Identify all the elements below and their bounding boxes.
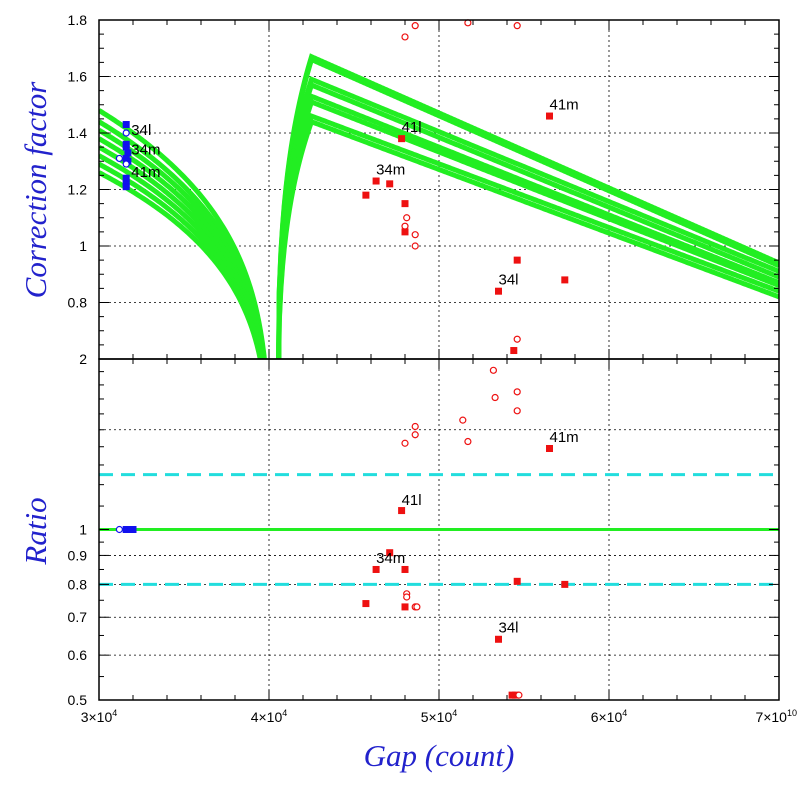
model-curve-right <box>276 56 779 359</box>
bottom-red-point-open <box>489 366 497 374</box>
model-curve-left <box>99 108 267 359</box>
bottom-annotation-label: 34m <box>376 550 405 567</box>
top-annotation-label: 34l <box>131 122 151 139</box>
top-y-tick-label: 1.4 <box>68 125 88 141</box>
top-blue-point-filled <box>122 143 130 151</box>
bottom-y-tick-label: 0.5 <box>68 692 88 708</box>
x-tick-label: 6×104 <box>591 708 628 725</box>
bottom-red-point-filled <box>401 603 409 611</box>
bottom-red-point-open <box>513 407 521 415</box>
bottom-red-point-open <box>459 416 467 424</box>
top-red-point-open <box>401 222 409 230</box>
top-red-point-open <box>411 231 419 239</box>
bottom-y-tick-label: 1 <box>79 522 87 538</box>
top-red-point-filled <box>561 276 569 284</box>
bottom-blue-point-filled <box>129 526 137 533</box>
top-blue-point-open <box>122 129 130 137</box>
top-blue-point-filled <box>122 183 130 191</box>
model-curve-right <box>276 81 779 359</box>
top-red-point-filled <box>362 191 370 199</box>
bottom-red-point-filled <box>386 549 394 557</box>
bottom-y-tick-label: 0.7 <box>68 609 88 625</box>
top-annotation-label: 34l <box>499 272 519 289</box>
bottom-red-point-filled <box>513 577 521 585</box>
bottom-annotation-label: 34l <box>499 620 519 637</box>
top-red-point-filled <box>401 228 409 236</box>
bottom-red-point-filled <box>495 635 502 643</box>
top-red-point-open <box>513 22 521 30</box>
top-blue-point-open <box>115 154 124 163</box>
bottom-red-point-open <box>403 593 411 601</box>
model-curve-left <box>99 144 265 359</box>
bottom-blue-point-open <box>115 525 124 534</box>
bottom-y-tick-label: 2 <box>79 351 87 367</box>
bottom-y-tick-label: 0.8 <box>68 576 88 592</box>
top-red-point-open <box>411 22 419 30</box>
bottom-annotation-label: 41l <box>402 492 422 509</box>
ratio-panel: 41m 41l 34m 34l 0.5 0.6 0.7 0.8 0.9 1 2 3×104 4×104 5… <box>68 351 797 725</box>
bottom-red-point-filled <box>546 444 553 452</box>
x-tick-label: 4×104 <box>251 708 288 725</box>
bottom-red-point-open <box>411 431 419 439</box>
top-red-point-open <box>403 214 411 222</box>
model-curve-right <box>276 112 779 359</box>
top-annotation-label: 41l <box>402 119 422 136</box>
top-y-tick-label: 1.2 <box>68 182 88 198</box>
top-blue-point-open <box>122 160 130 168</box>
top-blue-point-filled <box>124 149 132 157</box>
top-y-axis-label: Correction factor <box>18 81 53 299</box>
model-curve-right <box>276 75 779 359</box>
model-curve-left <box>99 153 265 359</box>
bottom-red-point-open <box>513 388 521 396</box>
x-axis-label: Gap (count) <box>364 738 515 773</box>
bottom-y-tick-label: 0.6 <box>68 647 88 663</box>
bottom-red-point-filled <box>362 600 370 608</box>
top-blue-point-filled <box>122 174 130 182</box>
bottom-red-point-filled <box>561 580 569 588</box>
bottom-red-point-open <box>491 393 499 402</box>
top-red-point-filled <box>546 112 553 120</box>
model-curves <box>99 53 779 359</box>
bottom-red-point-open <box>515 691 523 699</box>
top-y-tick-label: 1 <box>79 238 87 254</box>
top-blue-point-filled <box>122 121 130 129</box>
x-tick-label: 7×1010 <box>755 708 797 725</box>
top-red-point-filled <box>401 200 409 208</box>
bottom-red-point-filled <box>401 565 409 573</box>
x-tick-label: 3×104 <box>81 708 118 725</box>
model-curve-right <box>276 92 779 359</box>
top-red-point-filled <box>398 135 406 143</box>
model-curve-right <box>276 98 779 359</box>
x-tick-label: 5×104 <box>421 708 458 725</box>
bottom-red-point-open <box>411 422 419 431</box>
bottom-red-point-filled <box>398 507 406 515</box>
top-red-point-open <box>401 33 409 41</box>
bottom-y-tick-label: 0.9 <box>68 547 88 563</box>
bottom-red-point-filled <box>372 565 380 573</box>
bottom-red-point-open <box>413 603 421 611</box>
top-y-tick-label: 1.6 <box>68 69 88 85</box>
top-red-point-filled <box>513 256 521 264</box>
top-annotation-label: 34m <box>131 142 160 159</box>
model-curve-right <box>276 53 779 359</box>
model-curve-right <box>276 118 779 359</box>
correction-factor-panel: 34l 34m 41m 41m 41l 34m 34l 0.8 1 1.2 1.4 1.6 1.8 <box>68 12 780 360</box>
model-curve-left <box>99 136 266 359</box>
top-red-point-open <box>513 335 521 343</box>
top-red-point-filled <box>372 177 380 185</box>
bottom-y-axis-label: Ratio <box>18 497 53 565</box>
bottom-red-point-open <box>401 439 409 447</box>
top-annotation-label: 41m <box>131 164 160 181</box>
top-red-point-filled <box>386 180 394 188</box>
top-y-tick-label: 1.8 <box>68 12 88 28</box>
top-annotation-label: 41m <box>550 96 579 113</box>
bottom-red-point-open <box>464 437 472 446</box>
top-red-point-filled <box>510 347 518 355</box>
top-annotation-label: 34m <box>376 161 405 178</box>
top-red-point-filled <box>495 287 502 295</box>
top-y-tick-label: 0.8 <box>68 295 88 311</box>
bottom-annotation-label: 41m <box>550 429 579 446</box>
top-red-point-open <box>411 242 419 250</box>
